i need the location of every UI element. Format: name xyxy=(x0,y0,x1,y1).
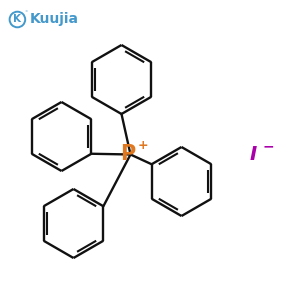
Text: K: K xyxy=(14,14,21,25)
Text: P: P xyxy=(121,145,136,164)
Text: Kuujia: Kuujia xyxy=(29,13,78,26)
Text: +: + xyxy=(138,139,148,152)
Text: I: I xyxy=(250,145,257,164)
Text: °: ° xyxy=(24,10,27,15)
Text: −: − xyxy=(262,139,274,153)
